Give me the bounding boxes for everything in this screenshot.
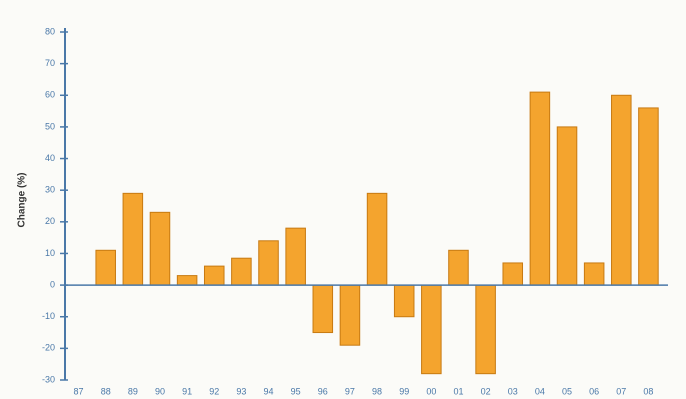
bar [556, 126, 578, 286]
bar [203, 265, 225, 286]
bar [339, 284, 361, 346]
x-tick-label: 93 [236, 386, 246, 396]
y-tick-label: 0 [50, 279, 55, 289]
x-tick-label: 08 [643, 386, 653, 396]
y-tick-label: 20 [45, 216, 55, 226]
bar [583, 262, 605, 286]
x-tick-label: 95 [291, 386, 301, 396]
bar [529, 91, 551, 286]
bar [475, 284, 496, 375]
x-tick-label: 91 [182, 386, 192, 396]
y-tick-label: 70 [45, 58, 55, 68]
x-tick-label: 89 [128, 386, 138, 396]
y-tick-label: 30 [45, 185, 55, 195]
bar [176, 275, 198, 286]
bar [502, 262, 524, 286]
bar [95, 249, 116, 286]
bar [393, 284, 415, 318]
y-tick-label: 40 [45, 153, 55, 163]
x-tick-label: 99 [399, 386, 409, 396]
x-tick-label: 96 [318, 386, 328, 396]
x-tick-label: 02 [481, 386, 491, 396]
bar [312, 284, 334, 334]
bar [285, 227, 306, 286]
y-tick-label: -10 [42, 311, 55, 321]
x-tick-label: 92 [209, 386, 219, 396]
bar [611, 94, 632, 286]
y-tick-label: 10 [45, 248, 55, 258]
x-tick-label: 05 [562, 386, 572, 396]
x-tick-label: 07 [616, 386, 626, 396]
x-tick-label: 97 [345, 386, 355, 396]
x-tick-label: 94 [264, 386, 274, 396]
x-tick-label: 98 [372, 386, 382, 396]
y-tick-label: 50 [45, 121, 55, 131]
x-tick-label: 00 [426, 386, 436, 396]
x-tick-label: 04 [535, 386, 545, 396]
bar [448, 249, 469, 286]
y-tick-label: -20 [42, 343, 55, 353]
x-tick-label: 06 [589, 386, 599, 396]
bar [122, 192, 144, 286]
bar [231, 257, 252, 286]
bar [258, 240, 279, 286]
x-tick-label: 03 [508, 386, 518, 396]
x-tick-label: 90 [155, 386, 165, 396]
x-tick-label: 01 [453, 386, 463, 396]
bar [149, 211, 171, 286]
y-tick-label: 80 [45, 26, 55, 36]
x-tick-label: 87 [74, 386, 84, 396]
bar [638, 107, 659, 286]
y-tick-label: -30 [42, 374, 55, 384]
x-tick-label: 88 [101, 386, 111, 396]
y-tick-label: 60 [45, 90, 55, 100]
bar [421, 284, 442, 375]
bar [366, 192, 388, 286]
y-axis-label: Change (%) [17, 173, 28, 228]
